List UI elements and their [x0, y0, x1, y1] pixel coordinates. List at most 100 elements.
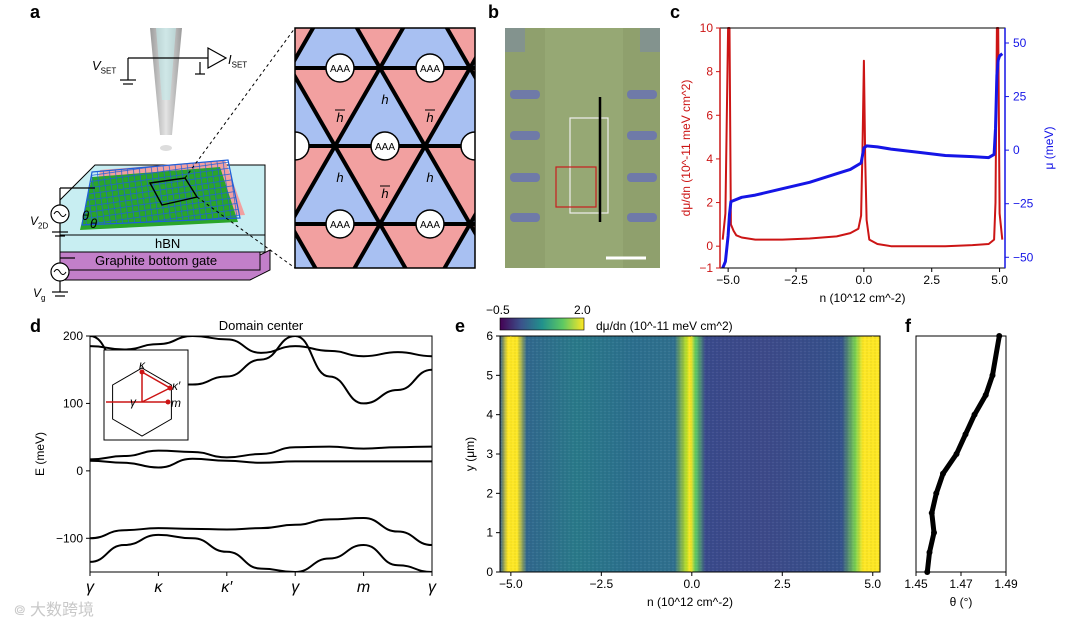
- panel-letter-a: a: [30, 2, 41, 22]
- x-tick-label: −5.0: [499, 577, 523, 591]
- aaa-site: [460, 131, 475, 161]
- x-tick-label: 2.5: [923, 273, 940, 287]
- band-band3: [90, 445, 432, 461]
- y-tick-label: 0: [486, 565, 493, 579]
- colorbar-label: dμ/dn (10^-11 meV cm^2): [596, 319, 733, 333]
- panel-letter-f: f: [905, 316, 911, 336]
- y-tick-label: −100: [56, 531, 83, 545]
- panel-letter-d: d: [30, 316, 41, 336]
- aaa-label: AAA: [420, 64, 440, 75]
- kappa-point: [139, 369, 145, 375]
- theta-point: [971, 411, 978, 418]
- y-axis-label: y (μm): [463, 437, 477, 471]
- aaa-site: [370, 131, 400, 161]
- y-tick-label-left: 4: [706, 152, 713, 166]
- x-tick-label: 5.0: [991, 273, 1008, 287]
- colorbar-min-label: −0.5: [486, 303, 510, 317]
- colorbar-max-label: 2.0: [574, 303, 591, 317]
- moire-triangle: [335, 68, 425, 146]
- aaa-site: [325, 53, 355, 83]
- brillouin-zone: [112, 367, 172, 437]
- x-tick-label: γ: [291, 579, 300, 596]
- moire-triangle: [295, 146, 380, 224]
- i-set-label: ISET: [228, 52, 248, 70]
- x-axis-label: n (10^12 cm^-2): [820, 291, 906, 305]
- moire-edge: [295, 28, 406, 220]
- amplifier-icon: [207, 46, 228, 70]
- x-tick-label: −2.5: [589, 577, 613, 591]
- series-dmu-dn: [721, 27, 1004, 248]
- hbar-label: h: [336, 110, 343, 125]
- y-tick-label: 6: [486, 329, 493, 343]
- moire-triangle: [356, 28, 404, 68]
- chart-title: Domain center: [219, 318, 304, 333]
- band-band1: [90, 336, 432, 358]
- chart-f: 1.45 1.47 1.49 θ (°): [904, 333, 1018, 609]
- x-axis-label: θ (°): [950, 595, 973, 609]
- v-set-label: VSET: [92, 58, 117, 76]
- x-tick-label: −2.5: [784, 273, 808, 287]
- watermark: ᪤ 大数跨境: [14, 602, 95, 619]
- y-axis-label-left: dμ/dn (10^-11 meV cm^2): [679, 80, 693, 217]
- x-tick-label: 2.5: [774, 577, 791, 591]
- theta-point: [953, 451, 960, 457]
- aaa-site: [325, 209, 355, 239]
- gate-label: Graphite bottom gate: [95, 253, 218, 268]
- aaa-site: [415, 209, 445, 239]
- y-tick-label: 0: [76, 464, 83, 478]
- theta-trace: [924, 335, 1002, 573]
- moire-triangle: [200, 68, 290, 146]
- theta-label: θ: [82, 208, 90, 223]
- moire-lattice: AAA AAA AAA AAA AAA h h h h h h: [200, 0, 1080, 380]
- x-tick-label: 1.47: [949, 577, 973, 591]
- moire-triangle: [245, 302, 335, 380]
- x-tick-label: 5.0: [864, 577, 881, 591]
- aaa-label: AAA: [420, 220, 440, 231]
- theta-point: [933, 490, 940, 497]
- panel-a-schematic: [50, 27, 296, 297]
- y-tick-label-left: 0: [706, 239, 713, 253]
- theta-point: [928, 510, 935, 516]
- y-axis-label-right: μ (meV): [1042, 127, 1056, 170]
- x-tick-label: −5.0: [716, 273, 740, 287]
- y-tick-label: 200: [63, 329, 83, 343]
- theta-point: [962, 431, 969, 438]
- chart-c: −5.0 −2.5 0.0 2.5 5.0 −1 0 2 4 6 8 10 −50 −25 0 25 50 n (…: [679, 21, 1056, 305]
- theta-label-2: θ: [90, 216, 98, 231]
- hbar-label: h: [426, 110, 433, 125]
- y-tick-label-left: 2: [706, 196, 713, 210]
- inset-label-kappa-prime: κ′: [172, 379, 181, 393]
- x-tick-label: κ: [154, 579, 163, 596]
- m-point: [165, 399, 171, 405]
- inset-label-kappa: κ: [139, 358, 146, 372]
- panel-letter-e: e: [455, 316, 466, 336]
- x-tick-label: 1.49: [994, 577, 1018, 591]
- y-tick-label: 5: [486, 368, 493, 382]
- moire-triangle: [295, 68, 380, 146]
- moire-triangle: [380, 224, 470, 268]
- theta-point: [931, 529, 937, 536]
- aaa-label: AAA: [330, 220, 350, 231]
- y-tick-label-right: 50: [1013, 36, 1027, 50]
- y-tick-label-left: −1: [699, 261, 713, 275]
- x-tick-label: 0.0: [683, 577, 700, 591]
- theta-point: [989, 372, 996, 379]
- aaa-label: AAA: [375, 142, 395, 153]
- y-tick-label-right: 25: [1013, 90, 1027, 104]
- series-mu: [721, 52, 1004, 269]
- moire-edge: [830, 0, 1080, 380]
- moire-triangle: [295, 28, 380, 68]
- chart-e: −5.0 −2.5 0.0 2.5 5.0 0 1 2 3 4 5 6 n (10^12 cm^-2) y…: [463, 303, 881, 609]
- y-tick-label: 2: [486, 486, 493, 500]
- v-g-label: Vg: [33, 286, 46, 303]
- panel-letter-c: c: [670, 2, 681, 22]
- moire-triangle: [380, 146, 470, 224]
- h-label: h: [426, 170, 433, 185]
- h-label: h: [381, 92, 388, 107]
- band-band6: [90, 533, 432, 572]
- red-region-box: [555, 166, 597, 208]
- band-band4: [90, 457, 432, 469]
- v-2d-label: V2D: [30, 214, 49, 231]
- scan-region-box: [569, 117, 609, 214]
